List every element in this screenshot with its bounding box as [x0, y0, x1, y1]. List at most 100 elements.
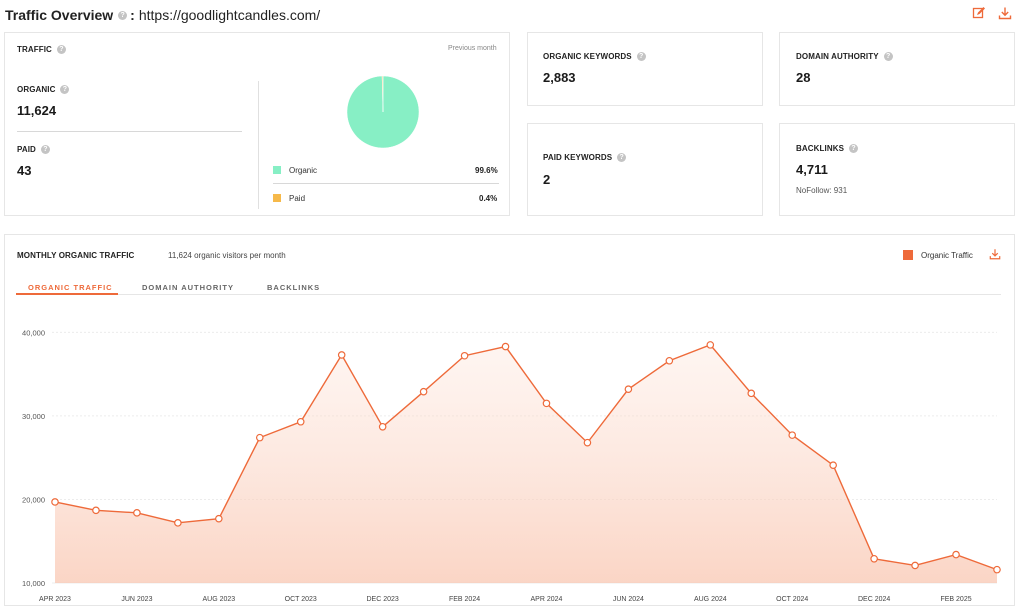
active-tab-indicator [16, 293, 118, 295]
edit-report-icon[interactable] [972, 6, 986, 20]
x-tick-label: APR 2024 [531, 596, 563, 603]
tab-domain-authority[interactable]: DOMAIN AUTHORITY [142, 283, 234, 292]
paid-legend-percent: 0.4% [479, 194, 498, 203]
x-tick-label: OCT 2024 [776, 596, 808, 603]
legend-divider [273, 183, 499, 184]
period-label: Previous month [448, 45, 497, 52]
data-point[interactable] [542, 399, 551, 408]
traffic-pie-chart [346, 75, 420, 149]
tab-organic-traffic[interactable]: ORGANIC TRAFFIC [28, 283, 113, 292]
paid-label: PAID ? [17, 145, 50, 154]
traffic-label: TRAFFIC ? [17, 45, 66, 54]
series-line-organic-traffic [54, 344, 998, 571]
paid-keywords-label: PAID KEYWORDS ? [543, 153, 627, 162]
x-tick-label: JUN 2024 [613, 596, 644, 603]
data-point[interactable] [378, 422, 387, 431]
organic-keywords-card: ORGANIC KEYWORDS ? 2,883 [527, 32, 763, 106]
monthly-subtitle: 11,624 organic visitors per month [168, 251, 286, 260]
x-tick-label: FEB 2024 [449, 596, 480, 603]
organic-traffic-legend-label: Organic Traffic [921, 251, 973, 260]
domain-url: https://goodlightcandles.com/ [138, 7, 321, 23]
backlinks-value: 4,711 [796, 162, 828, 177]
help-icon[interactable]: ? [617, 153, 627, 162]
data-point[interactable] [133, 509, 141, 517]
x-tick-label: APR 2023 [39, 596, 71, 603]
tab-backlinks[interactable]: BACKLINKS [267, 283, 321, 292]
help-icon[interactable]: ? [40, 145, 50, 154]
data-point[interactable] [174, 519, 182, 527]
organic-legend-percent: 99.6% [475, 166, 498, 175]
help-icon[interactable]: ? [849, 144, 859, 153]
domain-authority-value: 28 [796, 70, 811, 85]
paid-keywords-label-text: PAID KEYWORDS [543, 153, 613, 162]
organic-traffic-line-chart: 10,000 20,000 30,000 40,000 APR 2023 JUN 202… [22, 328, 1001, 603]
data-point[interactable] [788, 431, 797, 439]
data-point[interactable] [706, 341, 715, 349]
organic-traffic-legend-swatch [903, 250, 913, 260]
vertical-divider [258, 81, 259, 209]
organic-label: ORGANIC ? [17, 85, 70, 94]
data-point[interactable] [255, 433, 264, 442]
data-point[interactable] [501, 342, 510, 351]
backlinks-label-text: BACKLINKS [796, 144, 845, 153]
organic-value: 11,624 [17, 103, 57, 118]
x-tick-label: JUN 2023 [121, 596, 152, 603]
monthly-title: MONTHLY ORGANIC TRAFFIC [17, 251, 135, 260]
help-icon[interactable]: ? [636, 52, 646, 61]
data-point[interactable] [92, 506, 100, 515]
metric-divider [17, 131, 242, 132]
organic-label-text: ORGANIC [17, 85, 56, 94]
traffic-label-text: TRAFFIC [17, 45, 52, 54]
x-tick-label: DEC 2024 [858, 596, 890, 603]
y-tick-label: 20,000 [22, 495, 45, 504]
page-title: Traffic Overview [5, 7, 114, 23]
data-point[interactable] [460, 351, 469, 360]
nofollow-count: NoFollow: 931 [796, 186, 848, 195]
data-point[interactable] [665, 356, 674, 365]
paid-label-text: PAID [17, 145, 36, 154]
data-point[interactable] [337, 351, 346, 359]
organic-legend-swatch [273, 166, 281, 174]
organic-legend-label: Organic [289, 166, 318, 175]
y-tick-label: 40,000 [22, 328, 45, 337]
x-tick-label: AUG 2024 [694, 596, 727, 603]
data-point[interactable] [296, 417, 305, 426]
data-point[interactable] [911, 561, 919, 570]
traffic-card: TRAFFIC ? Previous month ORGANIC ? 11,62… [4, 32, 510, 216]
pie-slice-paid [381, 75, 384, 113]
y-tick-label: 30,000 [22, 412, 45, 421]
paid-keywords-value: 2 [543, 172, 551, 187]
data-point[interactable] [51, 498, 59, 506]
domain-authority-label: DOMAIN AUTHORITY ? [796, 52, 893, 61]
chart-download-icon[interactable] [989, 248, 1001, 260]
data-point[interactable] [215, 514, 223, 523]
x-tick-label: AUG 2023 [202, 596, 235, 603]
x-tick-label: OCT 2023 [285, 596, 317, 603]
help-icon[interactable]: ? [60, 85, 70, 94]
tabs-baseline [16, 294, 1001, 295]
data-point[interactable] [952, 550, 960, 559]
data-point[interactable] [829, 461, 837, 469]
data-point[interactable] [993, 565, 1001, 574]
series-area [55, 344, 997, 583]
organic-keywords-value: 2,883 [543, 70, 576, 85]
data-point[interactable] [624, 385, 633, 393]
paid-legend-swatch [273, 194, 281, 202]
x-tick-label: DEC 2023 [367, 596, 399, 603]
data-point[interactable] [747, 389, 756, 398]
help-icon[interactable]: ? [883, 52, 893, 61]
y-tick-label: 10,000 [22, 579, 45, 588]
domain-authority-card: DOMAIN AUTHORITY ? 28 [779, 32, 1015, 106]
download-icon[interactable] [998, 6, 1012, 20]
domain-authority-label-text: DOMAIN AUTHORITY [796, 52, 879, 61]
backlinks-card: BACKLINKS ? 4,711 NoFollow: 931 [779, 123, 1015, 216]
data-point[interactable] [419, 387, 428, 396]
paid-keywords-card: PAID KEYWORDS ? 2 [527, 123, 763, 216]
organic-keywords-label: ORGANIC KEYWORDS ? [543, 52, 646, 61]
data-point[interactable] [583, 438, 592, 447]
x-tick-label: FEB 2025 [940, 596, 971, 603]
data-point[interactable] [870, 554, 878, 563]
help-icon[interactable]: ? [56, 45, 66, 54]
backlinks-label: BACKLINKS ? [796, 144, 859, 153]
help-icon[interactable]: ? [118, 10, 128, 20]
